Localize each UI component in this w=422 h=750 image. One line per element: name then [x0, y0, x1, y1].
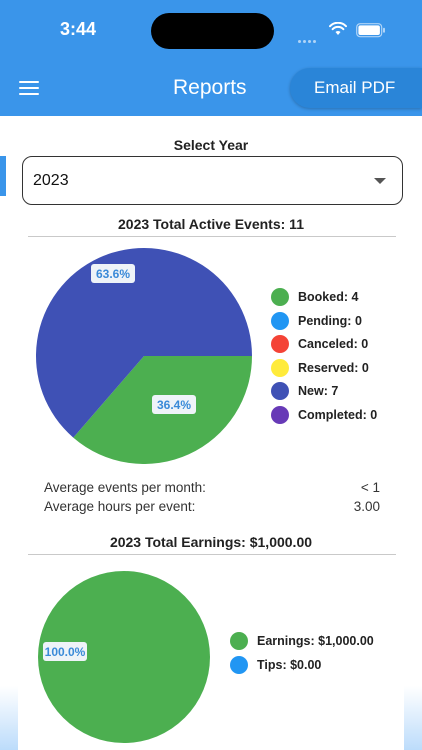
legend-label: Pending: 0 [298, 313, 362, 328]
app-header: 3:44 Reports Email PDF [0, 0, 422, 116]
edge-accent [404, 686, 422, 750]
edge-accent [0, 686, 18, 750]
pie-percent-text: 100.0% [45, 645, 86, 659]
events-pie-chart: 36.4% 63.6% [36, 248, 252, 464]
legend-swatch [271, 358, 289, 377]
legend-label: Tips: $0.00 [257, 657, 322, 672]
pie-percent-label: 100.0% [43, 642, 87, 661]
legend-label: Earnings: $1,000.00 [257, 634, 374, 648]
pie-percent-text: 36.4% [157, 398, 191, 412]
page-title: Reports [173, 76, 247, 99]
legend-swatch [271, 288, 289, 306]
events-divider [28, 236, 396, 237]
legend-swatch [230, 632, 248, 650]
legend-label: Booked: 4 [298, 290, 359, 304]
year-select[interactable]: 2023 [22, 156, 403, 205]
signal-icon [298, 30, 318, 48]
battery-icon [356, 23, 385, 38]
earnings-pie-chart: 100.0% [38, 571, 210, 743]
events-section-title: 2023 Total Active Events: 11 [118, 216, 304, 232]
legend-swatch [271, 382, 289, 400]
legend-swatch [271, 335, 289, 353]
reports-content[interactable]: Select Year 2023 2023 Total Active Event… [0, 116, 422, 750]
stat-label: Average hours per event: [44, 499, 196, 514]
status-time: 3:44 [60, 19, 97, 39]
stat-value: 3.00 [353, 499, 380, 514]
earnings-divider [28, 554, 396, 555]
select-year-label: Select Year [173, 137, 249, 153]
legend-label: New: 7 [298, 384, 339, 398]
earnings-section-title: 2023 Total Earnings: $1,000.00 [109, 534, 313, 550]
legend-label: Canceled: 0 [298, 337, 369, 351]
legend-swatch [271, 311, 289, 330]
dynamic-island [151, 13, 274, 49]
legend-swatch [271, 405, 289, 424]
pie-slice-earnings [38, 571, 210, 743]
legend-label: Reserved: 0 [298, 360, 369, 375]
chevron-down-icon [374, 178, 386, 184]
pie-percent-label: 36.4% [152, 395, 196, 414]
wifi-icon [329, 22, 347, 35]
stat-label: Average events per month: [44, 480, 206, 495]
edge-accent [0, 156, 6, 196]
pie-percent-label: 63.6% [91, 264, 135, 283]
year-select-value: 2023 [33, 172, 69, 189]
legend-label: Completed: 0 [298, 407, 378, 422]
menu-icon[interactable] [19, 81, 39, 95]
email-pdf-button[interactable]: Email PDF [290, 68, 422, 108]
stat-value: < 1 [360, 480, 380, 495]
legend-swatch [230, 655, 248, 674]
pie-percent-text: 63.6% [96, 267, 130, 281]
pie-slice-new [36, 248, 252, 438]
